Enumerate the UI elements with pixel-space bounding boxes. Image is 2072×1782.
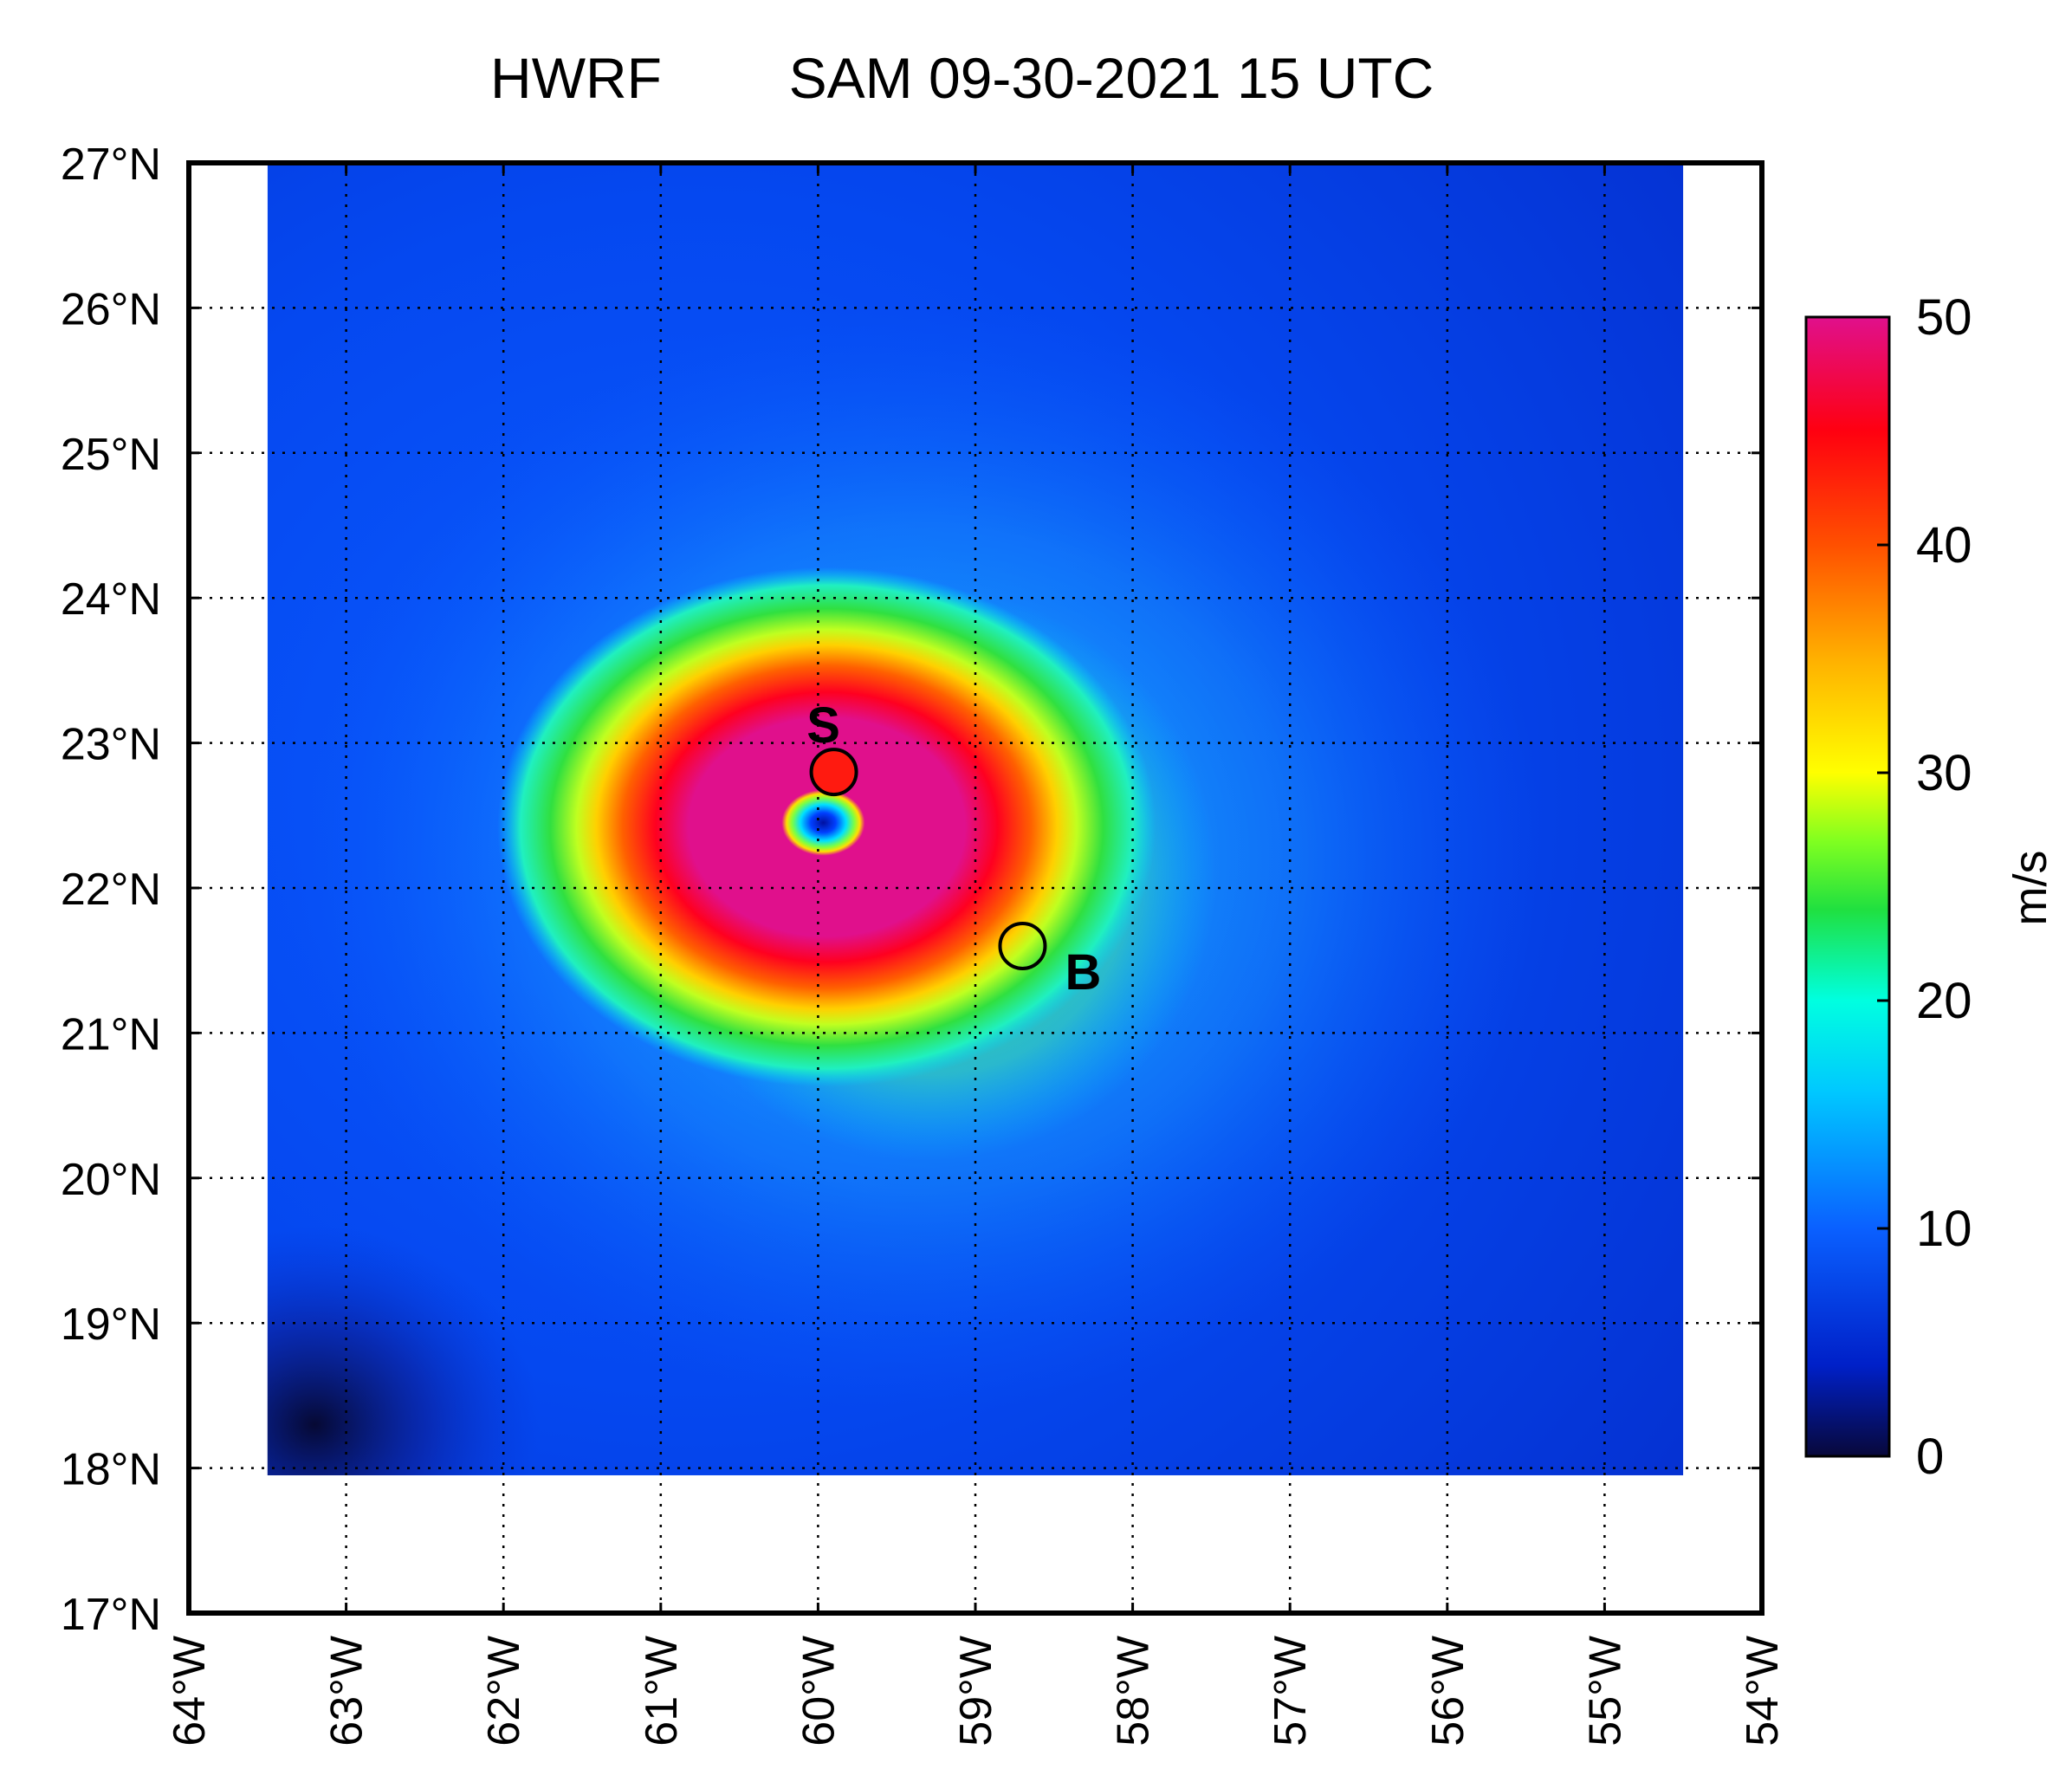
lat-tick-label: 27°N	[61, 139, 161, 190]
lon-tick-label: 62°W	[479, 1636, 529, 1746]
position-markers: SB	[806, 697, 1101, 1001]
lat-tick-label: 19°N	[61, 1299, 161, 1350]
lat-tick-label: 20°N	[61, 1155, 161, 1205]
colorbar-tick-label: 0	[1916, 1429, 1944, 1485]
lon-tick-label: 60°W	[793, 1636, 844, 1746]
lon-tick-label: 64°W	[165, 1636, 215, 1746]
low-wind-region	[267, 1225, 541, 1475]
lat-tick-label: 26°N	[61, 284, 161, 334]
title-model: HWRF	[490, 46, 662, 110]
wind-speed-field	[267, 163, 1684, 1475]
title-storm-date: SAM 09-30-2021 15 UTC	[789, 46, 1434, 110]
lon-tick-label: 56°W	[1423, 1636, 1473, 1746]
lat-tick-label: 24°N	[61, 574, 161, 625]
marker-s	[809, 748, 858, 797]
longitude-labels: 64°W 63°W 62°W 61°W 60°W 59°W 58°W 57°W 56°W 55°W…	[165, 1636, 1788, 1746]
lat-tick-label: 18°N	[61, 1445, 161, 1495]
lon-tick-label: 59°W	[951, 1636, 1001, 1746]
colorbar-tick-label: 30	[1916, 745, 1972, 801]
colorbar-tick-label: 20	[1916, 973, 1972, 1029]
lon-tick-label: 54°W	[1738, 1636, 1788, 1746]
lon-tick-label: 57°W	[1266, 1636, 1316, 1746]
colorbar-ticks: 50 40 30 20 10 0	[1877, 289, 1972, 1485]
lon-tick-label: 61°W	[637, 1636, 687, 1746]
colorbar-ramp	[1804, 315, 1891, 1458]
colorbar-tick-label: 40	[1916, 517, 1972, 573]
lat-tick-label: 22°N	[61, 865, 161, 915]
lon-tick-label: 58°W	[1109, 1636, 1159, 1746]
colorbar-unit-label: m/s	[2004, 851, 2056, 926]
lon-tick-label: 55°W	[1580, 1636, 1630, 1746]
lat-tick-label: 23°N	[61, 720, 161, 770]
marker-b	[998, 921, 1047, 970]
lat-tick-label: 17°N	[61, 1590, 161, 1640]
graticule	[189, 163, 1762, 1613]
colorbar: 50 40 30 20 10 0 m/s	[1804, 289, 2056, 1485]
colorbar-tick-label: 50	[1916, 289, 1972, 346]
latitude-labels: 27°N 26°N 25°N 24°N 23°N 22°N 21°N 20°N 19°N 18°N…	[61, 139, 161, 1640]
axis-ticks	[187, 161, 1764, 1615]
marker-label-b: B	[1065, 944, 1102, 1001]
lon-tick-label: 63°W	[322, 1636, 372, 1746]
lat-tick-label: 21°N	[61, 1009, 161, 1059]
storm-eye	[781, 789, 865, 856]
colorbar-tick-label: 10	[1916, 1201, 1972, 1257]
lat-tick-label: 25°N	[61, 430, 161, 480]
marker-label-s: S	[806, 697, 840, 754]
